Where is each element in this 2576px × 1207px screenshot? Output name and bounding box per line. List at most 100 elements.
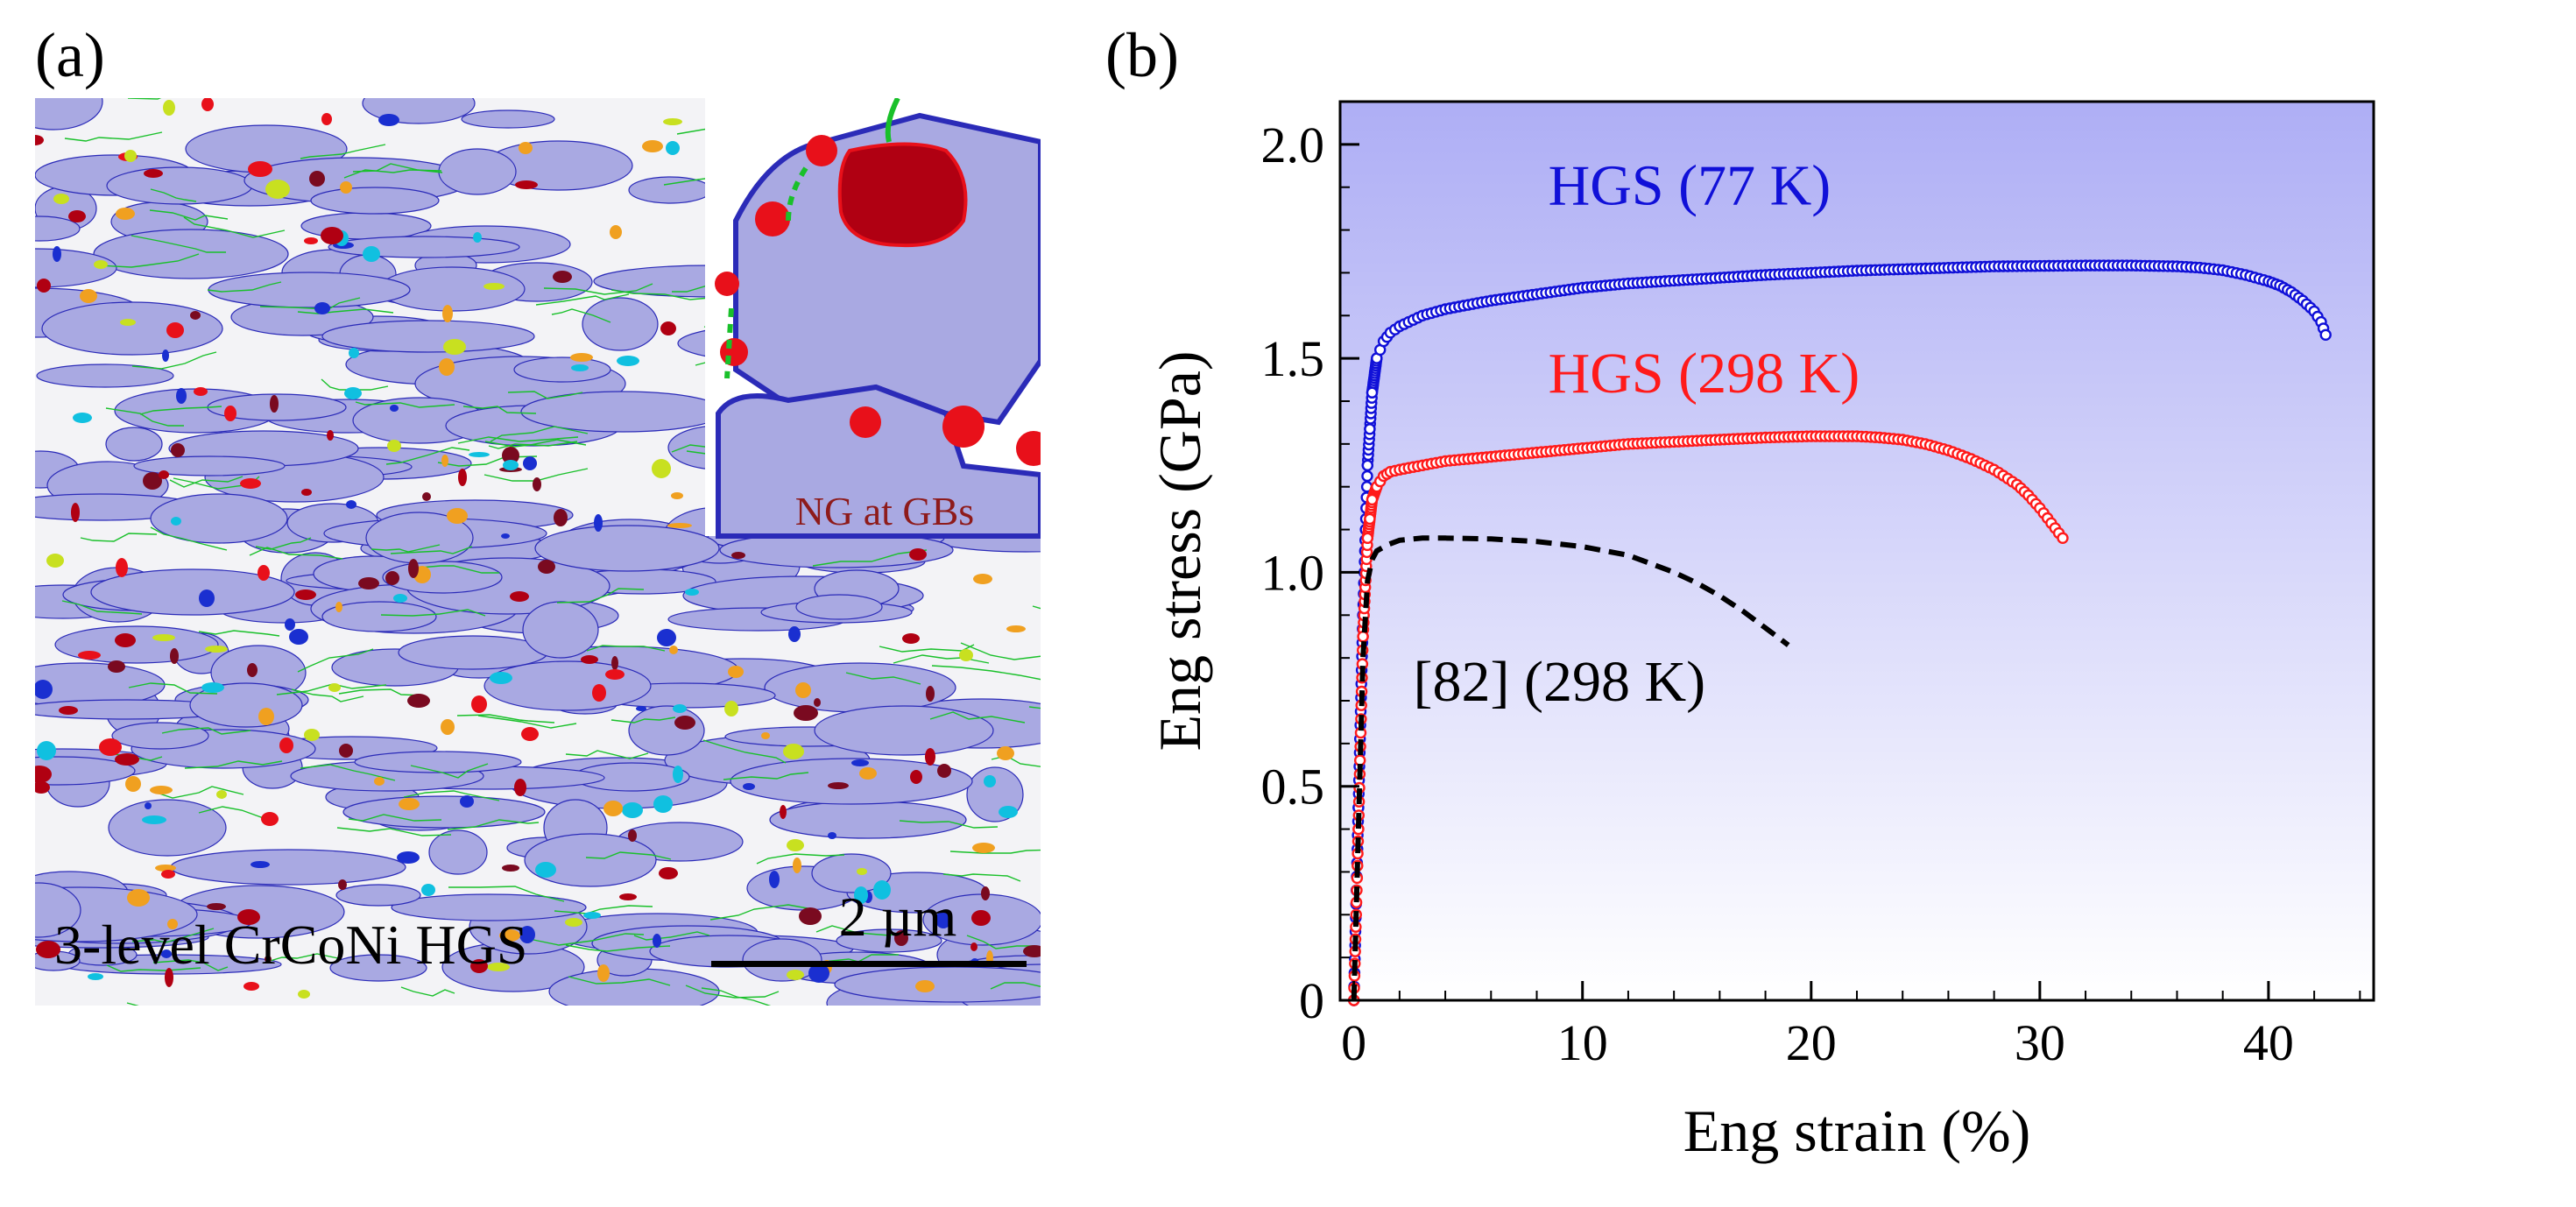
nano-grain <box>171 517 181 526</box>
grain <box>836 928 942 953</box>
nano-grain <box>94 260 108 269</box>
nano-grain <box>514 779 526 796</box>
nano-grain <box>279 738 293 753</box>
series-label: HGS (298 K) <box>1549 342 1860 406</box>
grain <box>795 594 883 620</box>
grain <box>111 722 209 750</box>
twin-boundary <box>966 935 1034 949</box>
nano-grain <box>671 492 683 499</box>
nano-grain <box>378 114 399 126</box>
twin-boundary <box>462 406 537 414</box>
twin-boundary <box>61 600 143 615</box>
data-point <box>1361 469 1373 483</box>
nano-grain <box>344 387 362 399</box>
nano-grain <box>142 815 166 824</box>
nano-grain <box>247 663 258 677</box>
nano-grain <box>554 509 568 526</box>
grain <box>398 635 548 670</box>
nano-grain <box>374 777 385 786</box>
ebsd-micrograph: NG at GBs 3-level CrCoNi HGS 2 µm <box>35 98 1041 1006</box>
grain <box>321 601 437 632</box>
inset-nano-grain <box>715 272 739 296</box>
nano-grain <box>470 959 488 973</box>
nano-grain <box>970 942 977 951</box>
twin-boundary <box>815 925 903 936</box>
nano-grain <box>115 753 139 766</box>
twin-boundary <box>106 964 201 972</box>
nano-grain <box>399 798 420 810</box>
series-2 <box>1351 535 1790 1001</box>
twin-boundary <box>348 814 442 822</box>
grain <box>534 525 720 572</box>
plot-area <box>1340 102 2374 1000</box>
nano-grain <box>207 903 226 910</box>
nano-grain <box>205 646 228 653</box>
nano-grain <box>321 113 332 125</box>
nano-grain <box>37 279 51 293</box>
twin-boundary <box>105 407 184 427</box>
nano-grain <box>743 783 755 790</box>
nano-grain <box>127 889 150 907</box>
grain <box>208 272 411 308</box>
nano-grain <box>617 356 639 366</box>
nano-grain <box>660 321 676 335</box>
data-point <box>2057 532 2069 544</box>
twin-boundary <box>879 644 975 653</box>
nano-grain <box>894 930 908 946</box>
scale-bar-label: 2 µm <box>838 886 957 948</box>
nano-grain <box>460 795 474 808</box>
grain <box>834 966 1041 1003</box>
twin-boundary <box>410 763 489 779</box>
twin-boundary <box>960 642 1041 660</box>
nano-grain <box>243 982 259 991</box>
twin-boundary <box>390 546 473 554</box>
nano-grain <box>162 349 169 362</box>
nano-grain <box>666 141 680 155</box>
twin-boundary <box>127 98 162 100</box>
scale-bar <box>711 961 1027 967</box>
grain <box>524 833 657 887</box>
nano-grain <box>194 387 208 396</box>
inset-zoom <box>705 98 1041 539</box>
nano-grain <box>959 649 973 661</box>
twin-boundary <box>556 588 645 604</box>
sample-caption: 3-level CrCoNi HGS <box>54 914 528 976</box>
nano-grain <box>251 861 270 868</box>
nano-grain <box>622 802 643 818</box>
nano-grain <box>201 682 224 693</box>
nano-grain <box>407 694 430 708</box>
twin-boundary <box>380 609 486 617</box>
nano-grain <box>490 672 512 684</box>
nano-grain <box>421 884 435 896</box>
twin-boundary <box>448 886 565 902</box>
grain <box>35 756 136 786</box>
twin-boundary <box>447 819 540 830</box>
twin-boundary <box>633 931 710 941</box>
nano-grain <box>88 973 103 980</box>
twin-boundary <box>543 283 653 295</box>
twin-boundary <box>385 447 470 465</box>
grain <box>513 356 611 383</box>
twin-boundary <box>139 406 222 415</box>
grain <box>108 799 227 857</box>
twin-boundary <box>371 544 441 553</box>
data-point <box>1366 386 1379 399</box>
twin-boundary <box>931 665 1041 681</box>
twin-boundary <box>255 537 312 550</box>
grain-map-image <box>35 98 1041 1006</box>
nano-grain <box>35 781 50 794</box>
nano-grain <box>971 910 991 926</box>
twin-boundary <box>990 982 1041 990</box>
twin-boundary <box>812 549 928 567</box>
grain <box>310 187 440 215</box>
nano-grain <box>358 577 379 589</box>
nano-grain <box>301 489 312 496</box>
nano-grain <box>152 634 175 641</box>
twin-boundary <box>131 351 217 370</box>
twin-boundary <box>336 827 452 836</box>
twin-boundary <box>207 281 282 293</box>
inset-nano-grain <box>837 142 968 248</box>
twin-boundary <box>169 476 243 488</box>
nano-grain <box>1023 945 1041 957</box>
nano-grain <box>483 283 505 290</box>
